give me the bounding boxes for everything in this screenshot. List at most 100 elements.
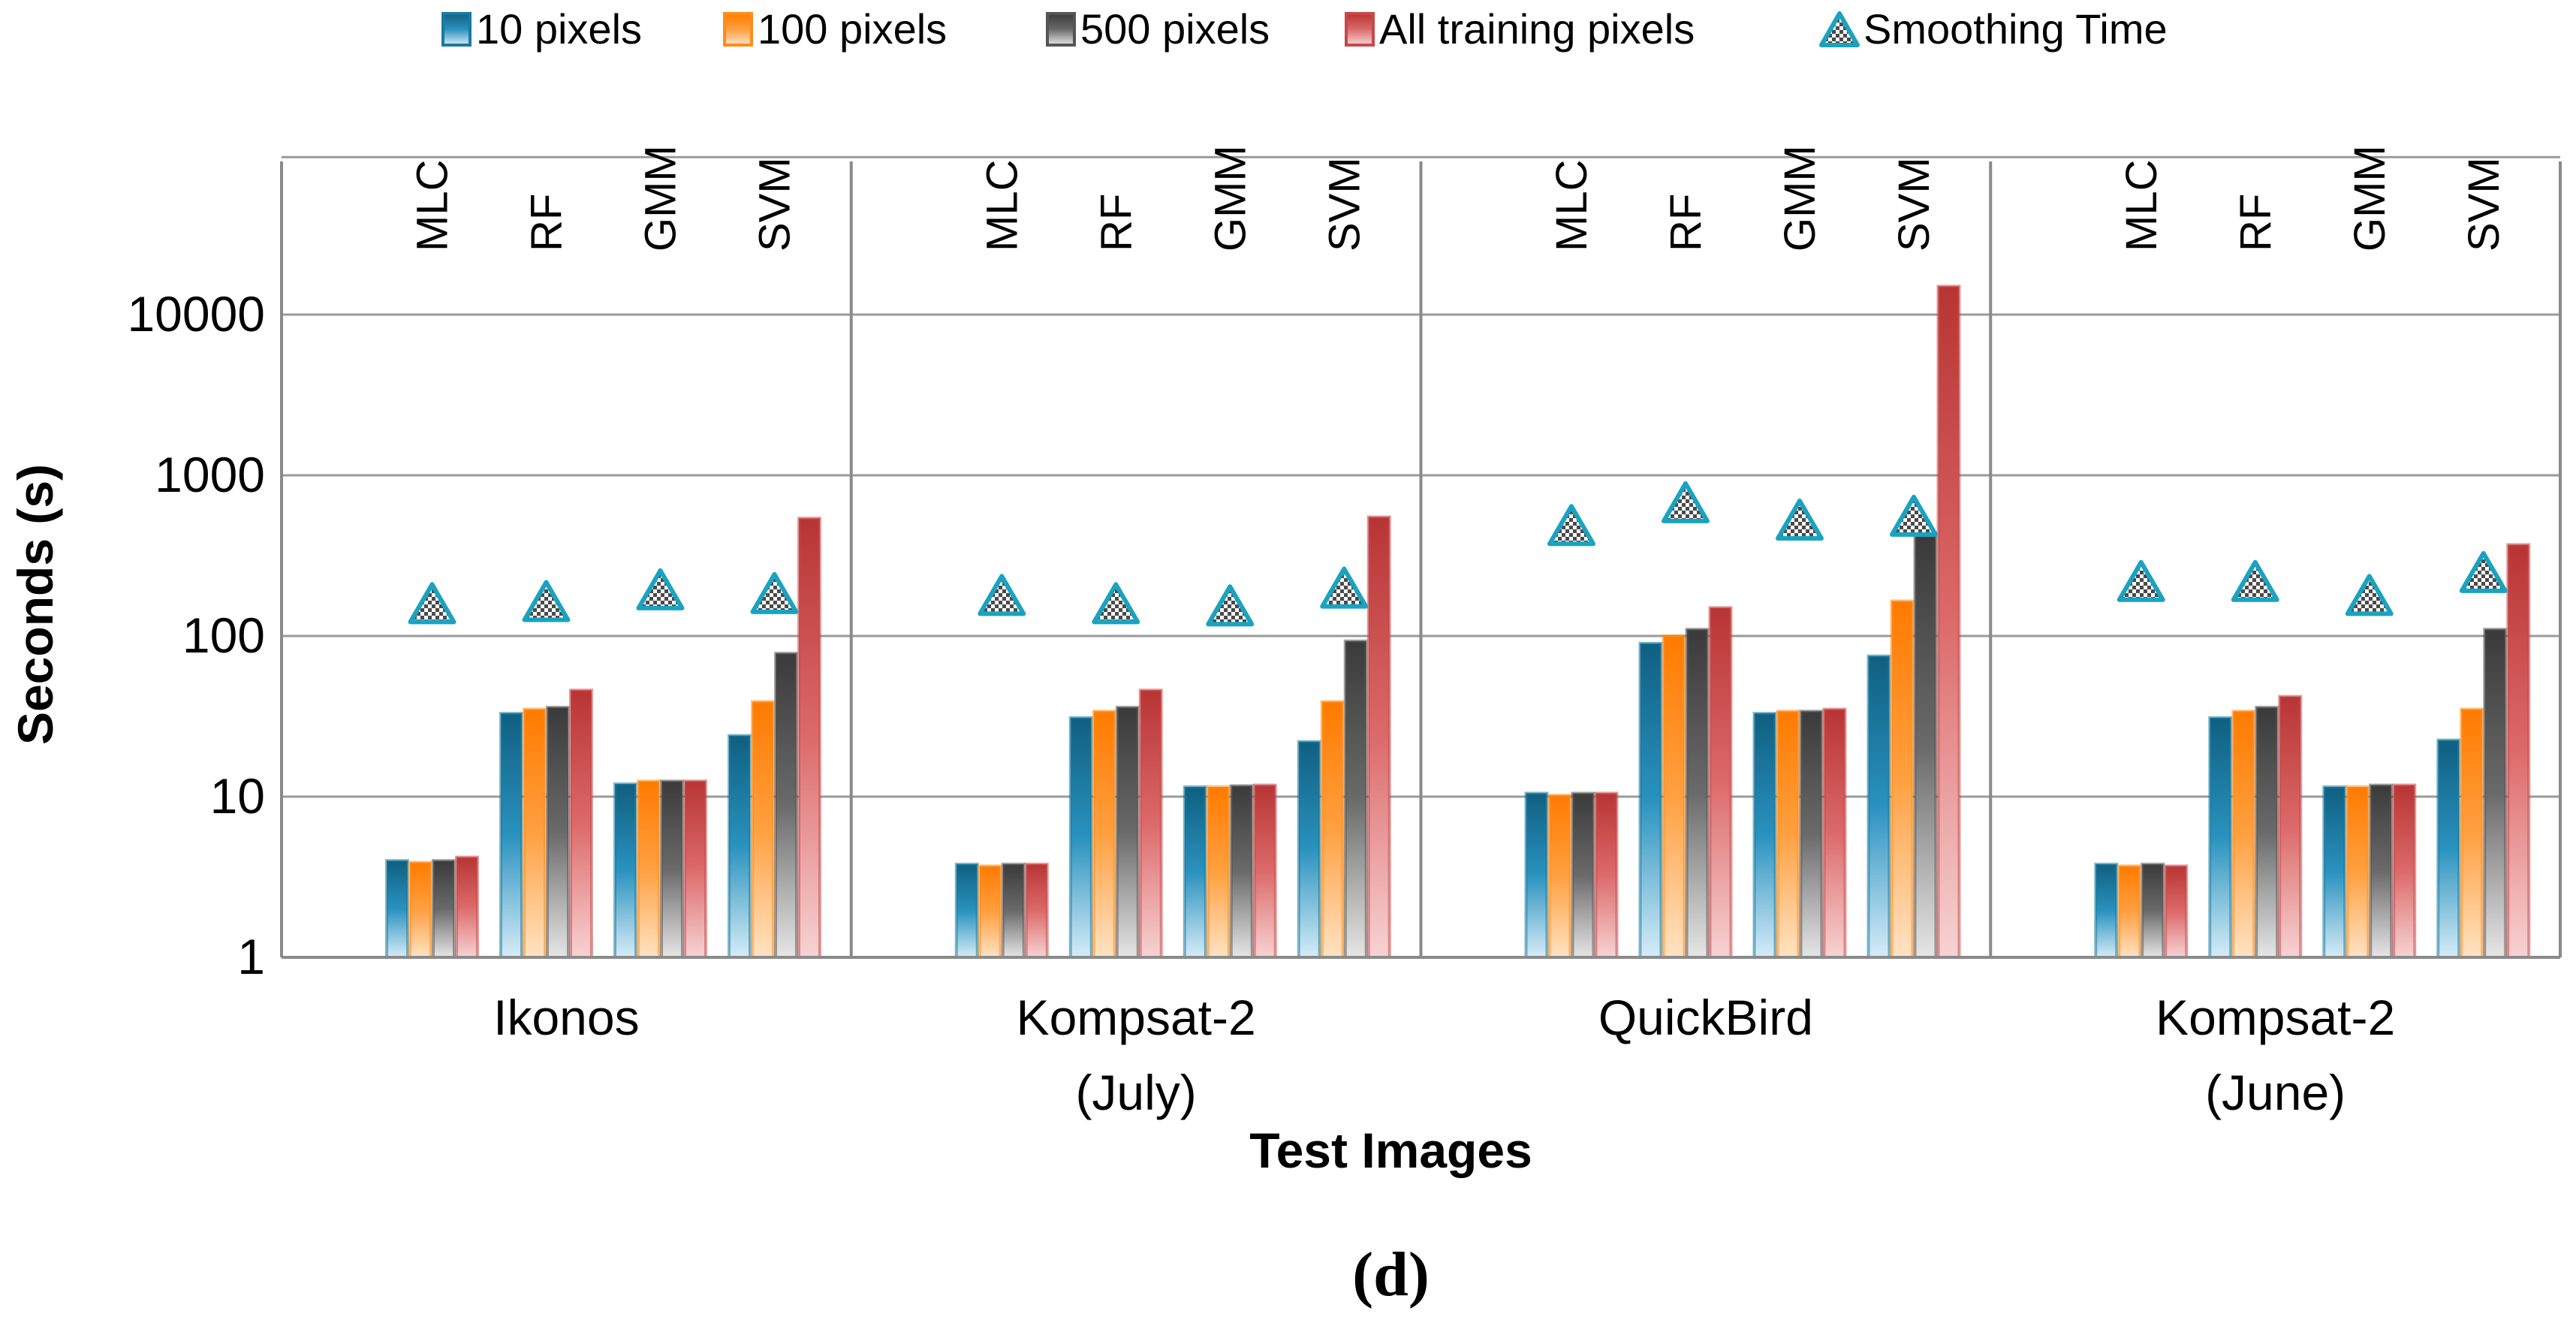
method-label-rf: RF <box>2231 194 2280 252</box>
smoothing-time-marker-g2-mlc <box>1547 504 1595 547</box>
category-label-1-0: Kompsat-2 <box>1017 990 1256 1045</box>
y-tick-label-10: 10 <box>210 768 265 824</box>
legend-label-smoothing-time: Smoothing Time <box>1863 5 2168 53</box>
bar-500-pixels-g3-gmm <box>2369 783 2394 960</box>
y-tick-label-1: 1 <box>237 929 265 984</box>
smoothing-time-marker-g0-rf <box>522 580 571 622</box>
smoothing-time-marker-g3-rf <box>2231 559 2279 602</box>
bar-100-pixels-g1-svm <box>1320 700 1345 959</box>
legend-label-100-pixels: 100 pixels <box>758 5 947 53</box>
bar-10-pixels-g2-mlc <box>1524 791 1549 959</box>
bar-10-pixels-g0-gmm <box>613 782 637 959</box>
bar-10-pixels-g1-svm <box>1297 740 1321 959</box>
bar-500-pixels-g3-svm <box>2483 628 2508 959</box>
smoothing-time-marker-g2-gmm <box>1776 499 1824 541</box>
legend-swatch-all-training-pixels <box>1345 12 1375 47</box>
method-label-gmm: GMM <box>2346 145 2394 252</box>
method-label-mlc: MLC <box>1547 160 1596 252</box>
bar-500-pixels-g0-gmm <box>660 779 684 959</box>
category-label-3-0: Kompsat-2 <box>2156 990 2395 1045</box>
bar-10-pixels-g2-gmm <box>1752 712 1777 959</box>
bar-100-pixels-g1-gmm <box>1206 785 1231 959</box>
y-tick-label-1000: 1000 <box>155 447 265 502</box>
smoothing-time-marker-g1-rf <box>1092 582 1140 625</box>
labels: 1 10 100 1000 10000 MLC RF GMM SVM Ikonos MLC RF GMM… <box>8 145 2508 1309</box>
method-label-rf: RF <box>1662 194 1710 252</box>
bar-100-pixels-g2-gmm <box>1776 710 1800 959</box>
bar-all-training-pixels-g3-svm <box>2506 543 2531 959</box>
method-label-svm: SVM <box>1320 157 1369 252</box>
bar-500-pixels-g0-rf <box>546 705 570 960</box>
method-label-gmm: GMM <box>1206 145 1255 252</box>
bar-all-training-pixels-g2-gmm <box>1822 707 1847 960</box>
bar-10-pixels-g3-svm <box>2436 738 2461 959</box>
bar-500-pixels-g0-svm <box>774 652 798 959</box>
bar-500-pixels-g3-mlc <box>2141 862 2165 959</box>
bar-10-pixels-g0-svm <box>728 734 752 959</box>
bar-10-pixels-g3-gmm <box>2322 785 2347 959</box>
bar-10-pixels-g1-rf <box>1068 716 1093 959</box>
smoothing-time-marker-g0-svm <box>750 571 799 614</box>
bar-100-pixels-g0-mlc <box>408 860 432 960</box>
bar-all-training-pixels-g0-rf <box>569 689 593 959</box>
smoothing-time-marker-g0-gmm <box>636 568 685 610</box>
method-label-rf: RF <box>1092 194 1140 252</box>
x-axis-title: Test Images <box>1249 1123 1532 1178</box>
bar-all-training-pixels-g3-rf <box>2278 695 2303 959</box>
method-label-svm: SVM <box>2460 157 2508 252</box>
smoothing-time-marker-g2-svm <box>1890 494 1938 537</box>
method-label-gmm: GMM <box>1776 145 1824 252</box>
bar-all-training-pixels-g0-svm <box>797 517 821 959</box>
legend-swatch-500-pixels <box>1046 12 1076 47</box>
category-label-2-0: QuickBird <box>1598 990 1813 1045</box>
bar-100-pixels-g3-mlc <box>2117 864 2142 959</box>
legend-label-500-pixels: 500 pixels <box>1080 5 1270 53</box>
smoothing-time-marker-g1-svm <box>1320 566 1369 609</box>
legend-swatch-smoothing-time <box>1819 11 1860 47</box>
method-label-mlc: MLC <box>2117 160 2166 252</box>
bar-500-pixels-g2-rf <box>1685 628 1710 959</box>
bar-100-pixels-g1-mlc <box>978 864 1002 959</box>
bar-100-pixels-g0-gmm <box>637 779 661 959</box>
bar-all-training-pixels-g2-mlc <box>1594 791 1619 959</box>
category-label-1-1: (July) <box>1075 1065 1196 1120</box>
bar-10-pixels-g3-mlc <box>2094 862 2119 959</box>
bar-100-pixels-g2-svm <box>1890 599 1915 959</box>
legend-swatch-100-pixels <box>723 12 753 47</box>
bar-100-pixels-g2-mlc <box>1547 794 1572 959</box>
smoothing-time-marker-g0-mlc <box>408 582 456 625</box>
method-label-gmm: GMM <box>637 145 685 252</box>
bar-all-training-pixels-g1-gmm <box>1252 783 1277 960</box>
method-label-mlc: MLC <box>408 160 457 252</box>
bar-10-pixels-g1-mlc <box>954 862 979 959</box>
smoothing-time-marker-g1-gmm <box>1206 584 1255 627</box>
bar-500-pixels-g1-rf <box>1115 705 1140 960</box>
smoothing-time-marker-g2-rf <box>1662 481 1710 523</box>
bar-10-pixels-g2-rf <box>1638 641 1663 959</box>
bar-10-pixels-g3-rf <box>2208 716 2233 959</box>
method-label-mlc: MLC <box>978 160 1026 252</box>
bar-all-training-pixels-g1-rf <box>1138 689 1163 959</box>
method-label-svm: SVM <box>751 157 800 252</box>
legend-label-10-pixels: 10 pixels <box>476 5 642 53</box>
bar-500-pixels-g2-gmm <box>1799 710 1824 959</box>
bar-all-training-pixels-g0-gmm <box>683 779 707 959</box>
bar-100-pixels-g0-svm <box>751 700 775 959</box>
bar-100-pixels-g3-rf <box>2231 710 2256 959</box>
method-label-svm: SVM <box>1890 157 1939 252</box>
legend-label-all-training-pixels: All training pixels <box>1379 5 1695 53</box>
bar-10-pixels-g2-svm <box>1866 654 1891 959</box>
bar-500-pixels-g1-gmm <box>1229 784 1254 959</box>
bar-all-training-pixels-g2-rf <box>1708 606 1733 959</box>
smoothing-time-marker-g3-gmm <box>2345 574 2394 616</box>
bar-all-training-pixels-g3-mlc <box>2164 864 2189 959</box>
axes <box>280 161 2560 959</box>
smoothing-time-marker-g1-mlc <box>978 574 1026 616</box>
y-tick-label-10000: 10000 <box>127 286 265 342</box>
bars <box>385 285 2531 960</box>
smoothing-time-marker-g3-mlc <box>2117 559 2165 602</box>
bar-all-training-pixels-g1-svm <box>1366 515 1391 959</box>
y-tick-label-100: 100 <box>182 607 265 663</box>
